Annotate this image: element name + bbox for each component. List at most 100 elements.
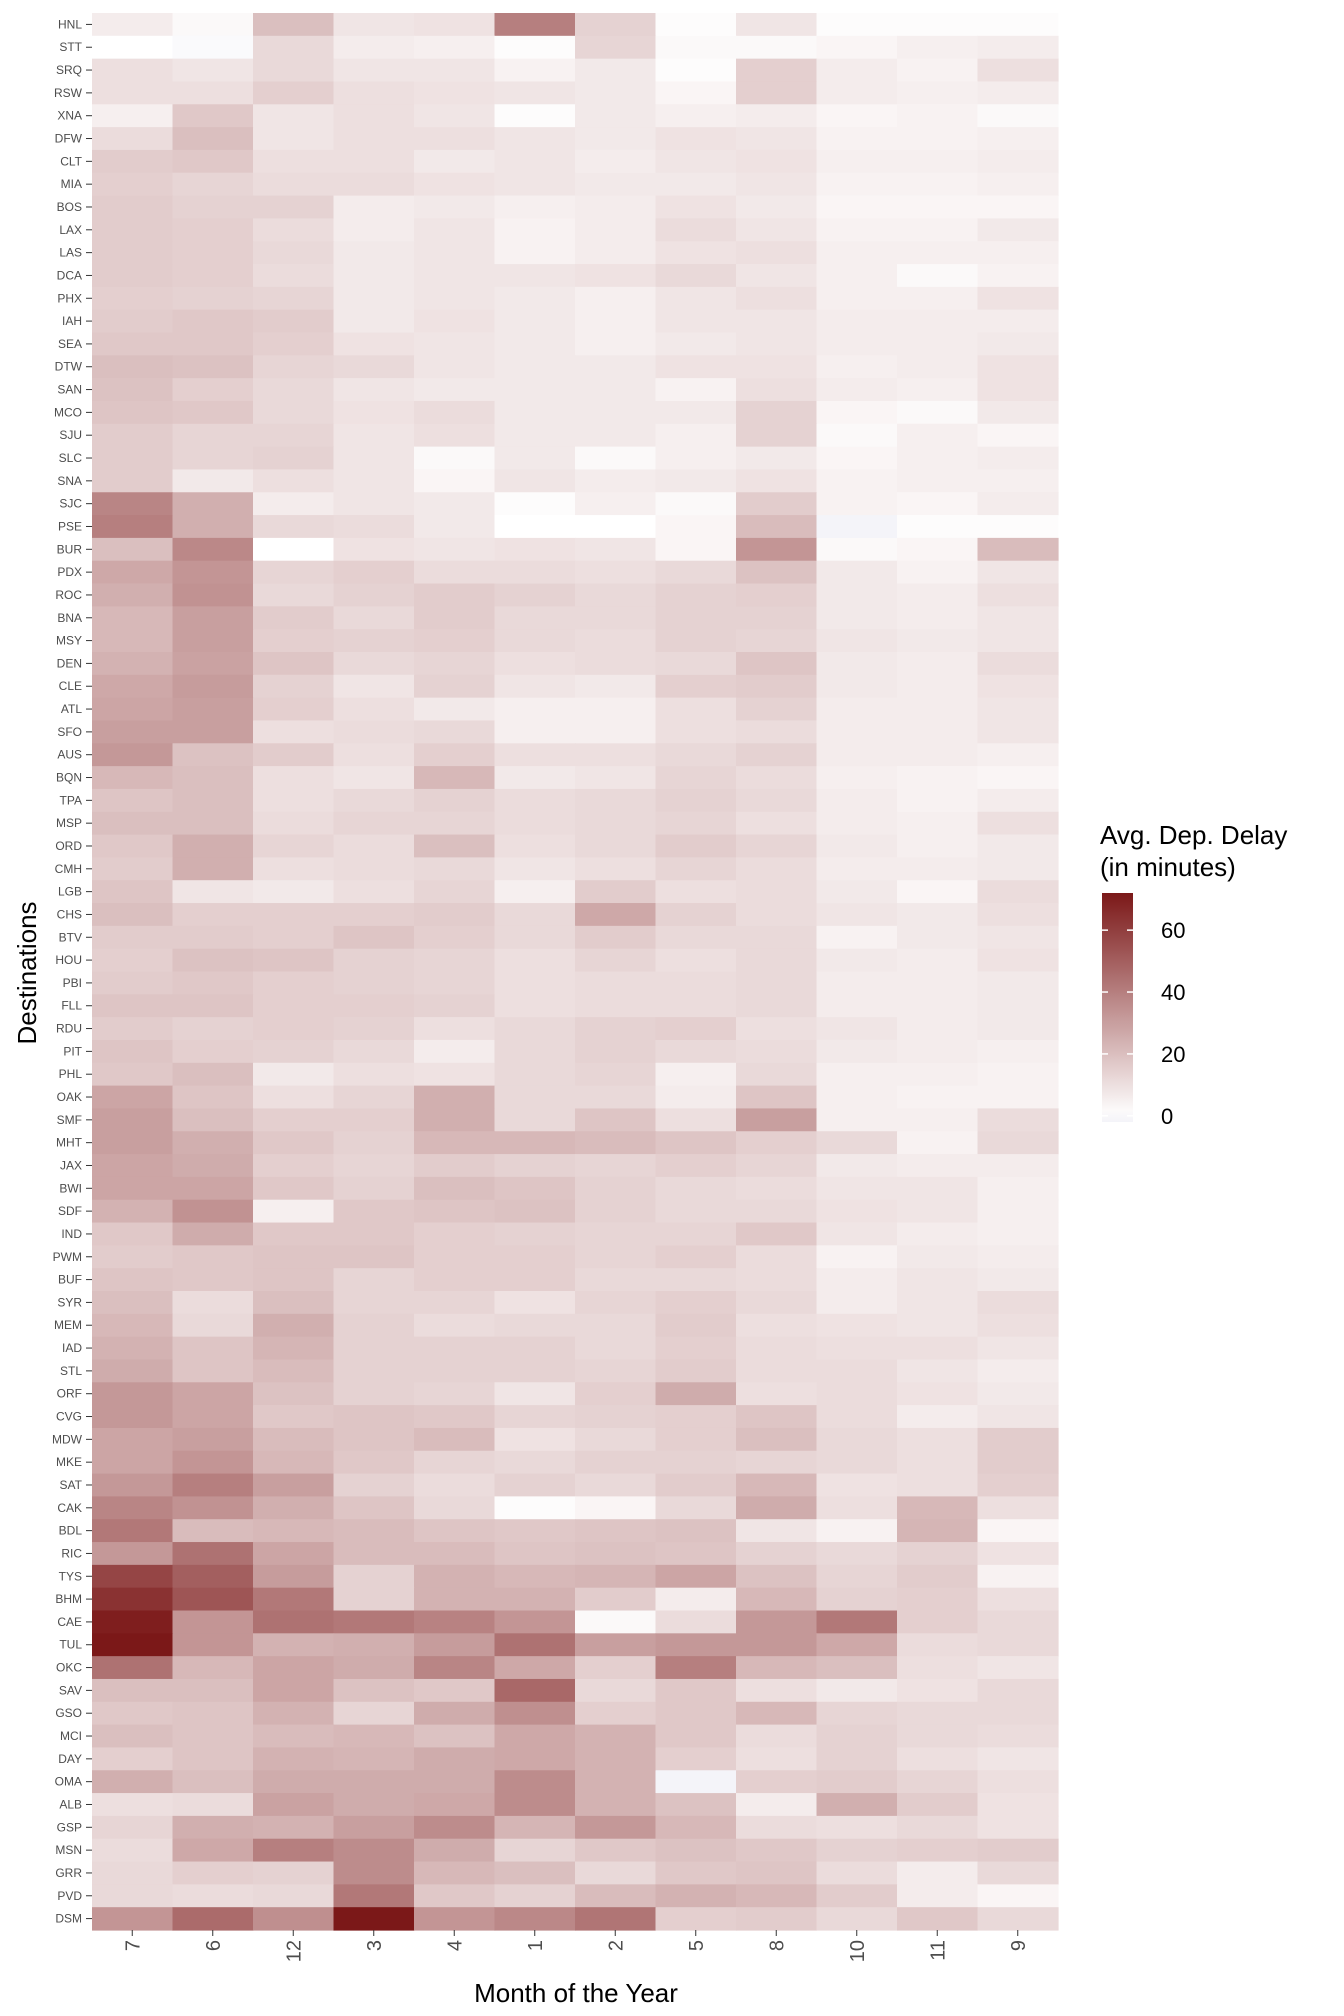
heatmap-cell-stt-month-11 (897, 35, 979, 60)
heatmap-cell-iah-month-1 (494, 309, 576, 334)
heatmap-cell-phl-month-11 (897, 1062, 979, 1087)
heatmap-cell-tys-month-6 (172, 1564, 254, 1589)
heatmap-cell-sna-month-12 (253, 469, 335, 493)
heatmap-cell-ord-month-3 (333, 834, 415, 858)
heatmap-cell-dtw-month-8 (736, 355, 818, 379)
heatmap-cell-atl-month-8 (736, 697, 818, 722)
heatmap-cell-ric-month-6 (172, 1542, 254, 1566)
heatmap-cell-smf-month-5 (655, 1108, 737, 1132)
heatmap-cell-sdf-month-7 (92, 1199, 174, 1224)
heatmap-cell-msp-month-10 (816, 811, 898, 836)
heatmap-cell-dca-month-5 (655, 264, 737, 288)
y-tick-label-las: LAS (59, 246, 82, 260)
y-tick-label-orf: ORF (57, 1387, 82, 1401)
heatmap-cell-bwi-month-9 (977, 1176, 1059, 1201)
heatmap-cell-mem-month-1 (494, 1313, 576, 1338)
heatmap-cell-sat-month-11 (897, 1473, 979, 1497)
heatmap-cell-pvd-month-7 (92, 1884, 174, 1908)
heatmap-cell-dfw-month-3 (333, 127, 415, 151)
heatmap-cell-pdx-month-4 (414, 560, 496, 585)
heatmap-cell-dfw-month-4 (414, 127, 496, 151)
heatmap-cell-oma-month-6 (172, 1770, 254, 1794)
heatmap-cell-mia-month-11 (897, 172, 979, 197)
y-tick-label-bdl: BDL (59, 1524, 83, 1538)
heatmap-cell-mdw-month-1 (494, 1427, 576, 1452)
heatmap-cell-bqn-month-2 (575, 766, 657, 790)
heatmap-cell-alb-month-9 (977, 1793, 1059, 1817)
heatmap-cell-bhm-month-10 (816, 1587, 898, 1612)
heatmap-cell-bhm-month-4 (414, 1587, 496, 1612)
heatmap-cell-cae-month-4 (414, 1610, 496, 1634)
x-tick-label-6: 6 (203, 1940, 225, 1951)
heatmap-cell-smf-month-9 (977, 1108, 1059, 1132)
heatmap-cell-bqn-month-5 (655, 766, 737, 790)
heatmap-cell-bur-month-9 (977, 537, 1059, 562)
heatmap-cell-cle-month-7 (92, 674, 174, 699)
heatmap-cell-cle-month-10 (816, 674, 898, 699)
heatmap-cell-day-month-11 (897, 1747, 979, 1771)
heatmap-cell-cvg-month-8 (736, 1405, 818, 1429)
heatmap-cell-aus-month-8 (736, 743, 818, 767)
heatmap-cell-san-month-10 (816, 378, 898, 402)
heatmap-cell-srq-month-8 (736, 58, 818, 83)
heatmap-cell-sat-month-4 (414, 1473, 496, 1497)
y-tick-label-bhm: BHM (55, 1592, 82, 1606)
heatmap-cell-hou-month-2 (575, 948, 657, 973)
heatmap-cell-btv-month-4 (414, 925, 496, 950)
heatmap-cell-oak-month-2 (575, 1085, 657, 1110)
heatmap-cell-bdl-month-6 (172, 1519, 254, 1543)
heatmap-cell-gso-month-4 (414, 1701, 496, 1726)
heatmap-cell-gso-month-3 (333, 1701, 415, 1726)
y-tick-label-mem: MEM (54, 1318, 82, 1332)
heatmap-cell-pvd-month-2 (575, 1884, 657, 1908)
heatmap-cell-aus-month-7 (92, 743, 174, 767)
heatmap-cell-hnl-month-11 (897, 13, 979, 37)
heatmap-cell-iah-month-2 (575, 309, 657, 334)
heatmap-cell-dfw-month-2 (575, 127, 657, 151)
heatmap-cell-tul-month-2 (575, 1633, 657, 1657)
heatmap-cell-san-month-11 (897, 378, 979, 402)
heatmap-cell-stl-month-6 (172, 1359, 254, 1383)
heatmap-cell-mke-month-4 (414, 1450, 496, 1475)
heatmap-cell-gso-month-8 (736, 1701, 818, 1726)
heatmap-cell-gsp-month-12 (253, 1815, 335, 1840)
heatmap-cell-ind-month-10 (816, 1222, 898, 1246)
heatmap-cell-mem-month-2 (575, 1313, 657, 1338)
x-tick-label-12: 12 (283, 1940, 305, 1962)
heatmap-cell-phl-month-10 (816, 1062, 898, 1087)
heatmap-cell-dtw-month-1 (494, 355, 576, 379)
heatmap-cell-sfo-month-7 (92, 720, 174, 744)
heatmap-cell-msp-month-12 (253, 811, 335, 836)
heatmap-cell-mci-month-9 (977, 1724, 1059, 1749)
heatmap-cell-clt-month-5 (655, 149, 737, 174)
heatmap-cell-sna-month-4 (414, 469, 496, 493)
heatmap-cell-btv-month-11 (897, 925, 979, 950)
heatmap-cell-atl-month-10 (816, 697, 898, 722)
heatmap-cell-cmh-month-12 (253, 857, 335, 881)
heatmap-cell-iah-month-3 (333, 309, 415, 334)
heatmap-cell-dfw-month-12 (253, 127, 335, 151)
heatmap-cell-grr-month-4 (414, 1861, 496, 1885)
heatmap-cell-sjc-month-1 (494, 492, 576, 516)
heatmap-cell-tul-month-7 (92, 1633, 174, 1657)
heatmap-cell-syr-month-3 (333, 1291, 415, 1315)
heatmap-cell-roc-month-5 (655, 583, 737, 607)
heatmap-cell-iad-month-1 (494, 1336, 576, 1361)
y-tick-label-sjc: SJC (59, 497, 82, 511)
heatmap-cell-pwm-month-11 (897, 1245, 979, 1269)
heatmap-cell-oma-month-3 (333, 1770, 415, 1794)
heatmap-cell-phx-month-6 (172, 286, 254, 311)
heatmap-cell-tul-month-9 (977, 1633, 1059, 1657)
heatmap-cell-ric-month-1 (494, 1542, 576, 1566)
heatmap-cell-bna-month-10 (816, 606, 898, 630)
heatmap-cell-sea-month-2 (575, 332, 657, 356)
heatmap-cell-btv-month-7 (92, 925, 174, 950)
heatmap-cell-roc-month-4 (414, 583, 496, 607)
heatmap-cell-den-month-3 (333, 652, 415, 676)
heatmap-cell-aus-month-10 (816, 743, 898, 767)
heatmap-cell-mem-month-6 (172, 1313, 254, 1338)
heatmap-cell-srq-month-9 (977, 58, 1059, 83)
heatmap-cell-grr-month-2 (575, 1861, 657, 1885)
heatmap-cell-buf-month-5 (655, 1268, 737, 1292)
heatmap-cell-sju-month-3 (333, 423, 415, 448)
